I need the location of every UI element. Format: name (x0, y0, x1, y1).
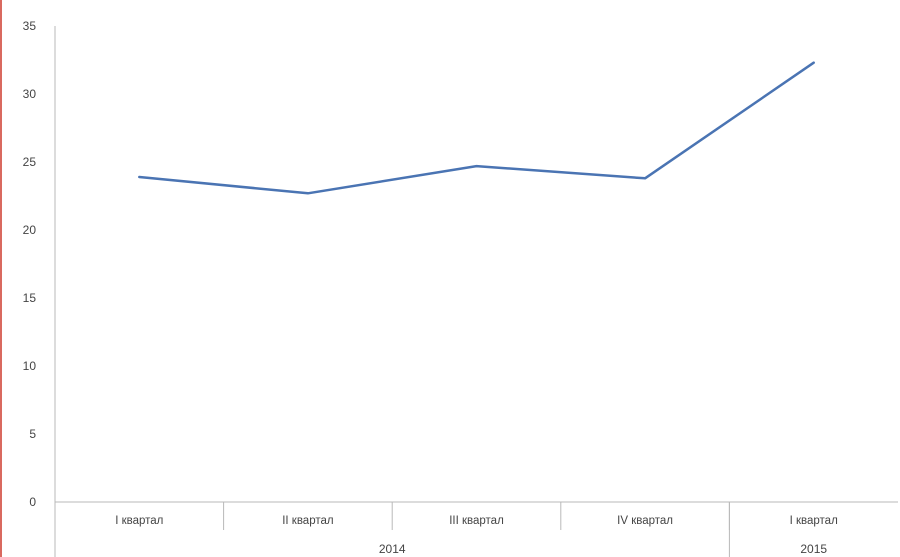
series-layer (138, 61, 815, 195)
y-tick-label: 30 (23, 87, 37, 101)
x-category-label: IV квартал (617, 515, 673, 527)
y-tick-label: 35 (23, 19, 37, 33)
axes (54, 26, 898, 557)
y-tick-label: 5 (29, 427, 36, 441)
x-category-label: III квартал (449, 515, 504, 527)
y-tick-label: 10 (23, 359, 37, 373)
left-border-line (0, 0, 2, 557)
x-group-label: 2014 (379, 542, 406, 556)
x-axis-groups: 2014 2015 (379, 502, 827, 557)
x-group-label: 2015 (800, 542, 827, 556)
series-line (138, 61, 815, 195)
y-tick-label: 15 (23, 291, 37, 305)
x-category-label: I квартал (115, 515, 163, 527)
y-tick-label: 20 (23, 223, 37, 237)
y-tick-label: 0 (29, 495, 36, 509)
x-category-label: I квартал (790, 515, 838, 527)
y-tick-label: 25 (23, 155, 37, 169)
x-axis-categories: I квартал II квартал III квартал IV квартал… (115, 502, 838, 530)
x-category-label: II квартал (282, 515, 333, 527)
y-axis-ticks: 0 5 10 15 20 25 30 35 (23, 19, 37, 509)
